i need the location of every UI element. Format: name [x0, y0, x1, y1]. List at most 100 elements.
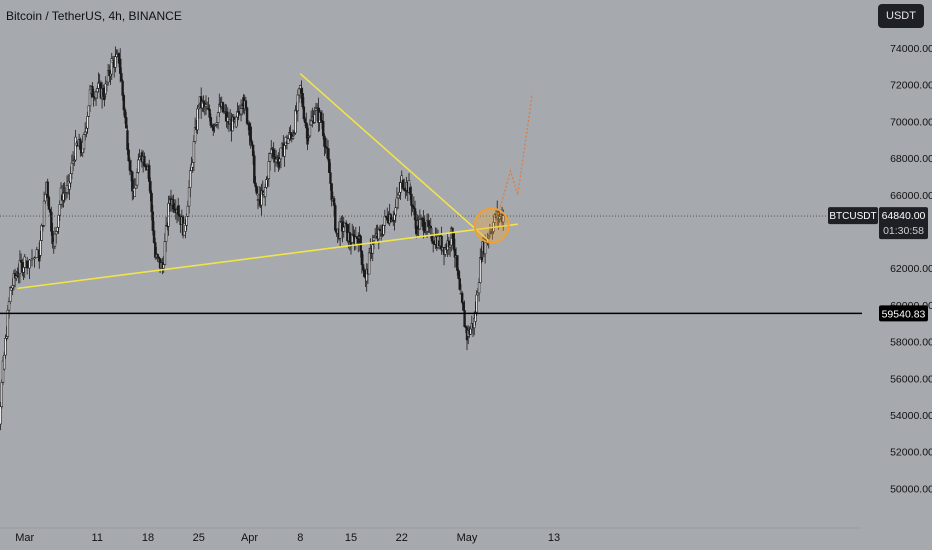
candle-body: [249, 126, 252, 142]
candle-body: [319, 112, 322, 121]
candle: [209, 113, 213, 129]
candle: [157, 256, 161, 263]
candle-body: [33, 257, 36, 260]
candle-body: [239, 108, 243, 115]
time-tick-label: 22: [396, 532, 408, 544]
candle-body: [48, 209, 52, 213]
candle-body: [46, 181, 49, 198]
candle-body: [372, 237, 376, 241]
candle-body: [447, 240, 451, 248]
candle-body: [192, 141, 196, 163]
candle-body: [54, 231, 58, 235]
price-tick-label: 72000.00: [890, 80, 932, 92]
candle: [279, 147, 283, 169]
candle-body: [25, 260, 29, 269]
candle: [87, 105, 90, 118]
candle-body: [349, 241, 353, 247]
candle-body: [418, 219, 422, 230]
currency-unit-button[interactable]: USDT: [878, 4, 924, 28]
candle: [308, 119, 312, 138]
candle-body: [502, 215, 505, 223]
candle-body: [1, 360, 5, 383]
candle-body: [187, 187, 191, 207]
candle: [479, 248, 482, 284]
candle-body: [91, 86, 94, 97]
candle: [129, 159, 133, 182]
candle: [0, 379, 3, 409]
candle-body: [251, 144, 255, 157]
candle: [349, 233, 353, 255]
ascending-trendline[interactable]: [17, 223, 518, 290]
candle-body: [334, 205, 337, 231]
candle: [57, 214, 60, 234]
candle: [475, 290, 478, 316]
candle-body: [218, 103, 221, 113]
candle-body: [82, 133, 86, 150]
candle: [291, 129, 295, 140]
candle: [456, 255, 459, 276]
candle: [120, 67, 123, 82]
candle: [302, 97, 306, 122]
candle-body: [283, 145, 286, 157]
candle-body: [70, 162, 74, 175]
candle-body: [137, 159, 140, 173]
candle-body: [44, 193, 47, 202]
candle: [344, 220, 348, 233]
candle-body: [300, 88, 303, 94]
projection-path[interactable]: [495, 93, 533, 223]
time-tick-label: May: [457, 532, 478, 544]
candle: [110, 52, 113, 80]
candle-body: [469, 328, 472, 335]
candle-body: [480, 257, 483, 260]
candle: [23, 254, 26, 278]
candle: [235, 115, 238, 129]
time-tick-label: 15: [345, 532, 357, 544]
candle-body: [129, 170, 133, 173]
candle: [253, 151, 256, 185]
price-scale[interactable]: 74000.00 72000.00 70000.00 68000.00 66000.00…: [862, 0, 932, 528]
candle-body: [4, 338, 7, 356]
candle: [255, 184, 258, 196]
price-tick-label: 50000.00: [890, 483, 932, 495]
candle-body: [178, 214, 181, 217]
candle-body: [87, 105, 90, 117]
candle: [314, 102, 318, 121]
descending-trendline[interactable]: [299, 73, 490, 242]
candle-body: [456, 255, 459, 271]
candle: [460, 291, 464, 305]
price-tick-label: 62000.00: [890, 263, 932, 275]
candle: [152, 221, 156, 244]
highlight-circle[interactable]: [473, 207, 510, 244]
time-tick-label: 13: [548, 532, 560, 544]
candle-body: [149, 181, 152, 194]
candle-body: [395, 197, 399, 208]
candle-body: [102, 88, 105, 97]
candle-body: [40, 225, 43, 241]
candle: [332, 196, 336, 216]
candle: [119, 48, 122, 83]
candle-body: [244, 100, 248, 109]
candle-body: [342, 226, 345, 232]
candle-body: [51, 230, 54, 244]
time-scale[interactable]: Mar 11 18 25 Apr 8 15 22 May 13: [0, 527, 862, 544]
drawing-layer[interactable]: [0, 73, 862, 315]
candle: [192, 135, 196, 172]
candle-body: [452, 233, 455, 250]
candle-body: [398, 191, 401, 196]
candle-body: [254, 182, 257, 188]
candle-body: [264, 187, 267, 197]
candle: [148, 159, 151, 192]
candle-body: [126, 130, 129, 151]
candle: [40, 223, 43, 241]
candle: [197, 103, 200, 120]
candle-body: [245, 107, 249, 124]
candle-body: [133, 187, 136, 197]
candle: [82, 132, 86, 153]
candle-body: [212, 126, 215, 131]
candle: [423, 215, 426, 234]
candle: [42, 191, 46, 228]
candle: [122, 92, 126, 116]
candle-body: [216, 112, 220, 123]
candle-body: [367, 252, 371, 275]
